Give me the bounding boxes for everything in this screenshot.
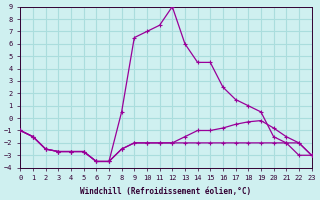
X-axis label: Windchill (Refroidissement éolien,°C): Windchill (Refroidissement éolien,°C): [80, 187, 252, 196]
